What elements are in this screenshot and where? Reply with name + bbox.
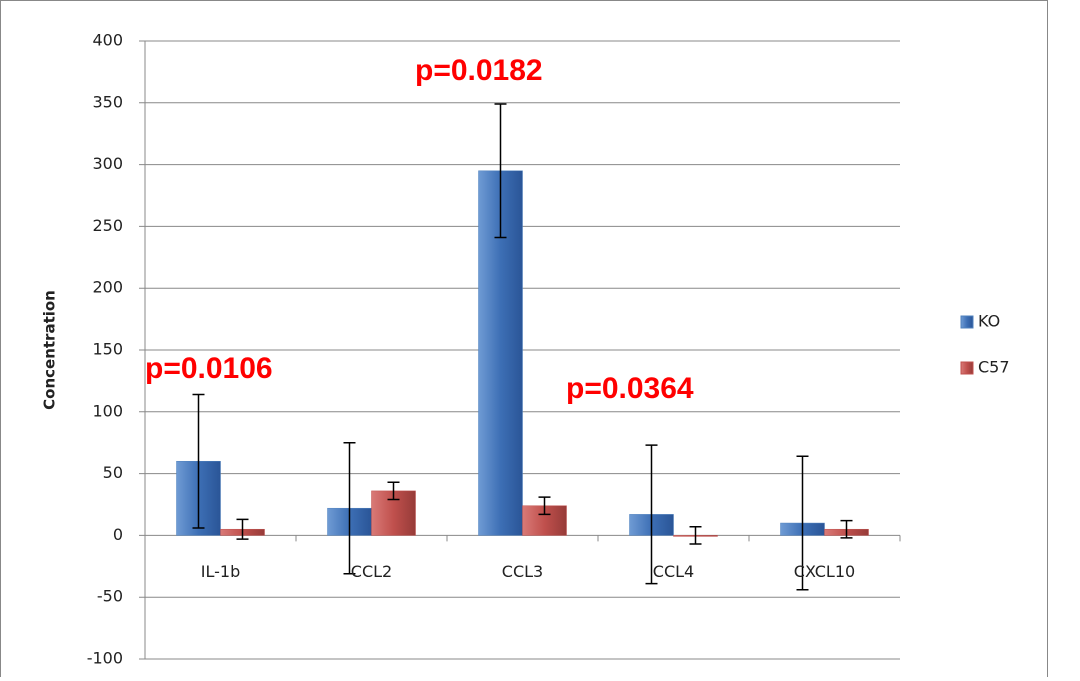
error-bar (796, 455, 809, 591)
annotation: p=0.0364 (566, 372, 694, 405)
chart-frame (0, 0, 1048, 681)
legend-swatch (960, 315, 974, 329)
legend-label: C57 (978, 358, 1010, 377)
x-tick-label: CCL2 (351, 562, 392, 581)
legend-swatch (960, 361, 974, 375)
y-tick-label: -100 (87, 649, 123, 668)
error-bar (494, 103, 507, 239)
y-tick-label: 350 (92, 92, 123, 111)
y-tick-label: 250 (92, 216, 123, 235)
error-bar (387, 481, 400, 501)
y-tick-label: -50 (97, 587, 123, 606)
error-bar (689, 525, 702, 545)
legend-label: KO (978, 312, 1000, 331)
x-tick-label: IL-1b (201, 562, 240, 581)
error-bar (538, 496, 551, 516)
y-tick-label: 300 (92, 154, 123, 173)
error-bar (840, 519, 853, 539)
y-tick-label: 400 (92, 31, 123, 50)
y-tick-label: 0 (113, 525, 123, 544)
y-tick-label: 200 (92, 278, 123, 297)
y-axis-label: Concentration (41, 290, 59, 410)
x-tick-label: CXCL10 (794, 562, 855, 581)
y-tick-label: 100 (92, 401, 123, 420)
y-tick-label: 50 (103, 463, 123, 482)
error-bar (236, 518, 249, 540)
annotation: p=0.0106 (145, 352, 273, 385)
y-tick-label: 150 (92, 340, 123, 359)
x-tick-label: CCL4 (653, 562, 694, 581)
annotation: p=0.0182 (415, 54, 543, 87)
error-bar (343, 441, 356, 575)
error-bar (645, 444, 658, 585)
x-tick-label: CCL3 (502, 562, 543, 581)
error-bar (192, 393, 205, 529)
